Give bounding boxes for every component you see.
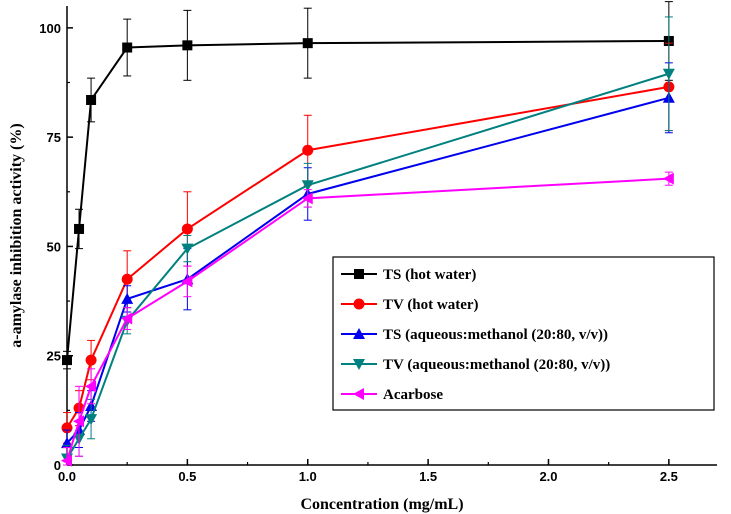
series-5 (61, 171, 674, 467)
y-tick-label: 50 (47, 239, 61, 254)
y-tick-label: 100 (39, 21, 61, 36)
legend-marker (353, 388, 364, 400)
data-point (122, 42, 133, 53)
legend-item: TS (aqueous:methanol (20:80, v/v)) (341, 327, 608, 343)
data-point (301, 192, 313, 205)
data-point (181, 223, 193, 235)
data-point (85, 380, 97, 393)
x-axis-title: Concentration (mg/mL) (300, 496, 463, 513)
legend-box (332, 256, 715, 411)
y-tick-label: 25 (47, 349, 61, 364)
data-point (85, 354, 97, 366)
x-tick-label: 2.0 (539, 469, 557, 484)
x-tick-label: 1.0 (299, 469, 317, 484)
data-point (85, 414, 98, 426)
x-tick-label: 0.5 (178, 469, 196, 484)
legend-label: Acarbose (383, 387, 443, 403)
y-tick-label: 0 (54, 458, 61, 473)
axes: 0.0 0.5 1.0 1.5 2.0 2.5 0 25 50 75 100 (39, 6, 717, 484)
data-point (121, 292, 134, 304)
data-point (61, 422, 73, 434)
data-point (181, 275, 193, 288)
data-point (121, 312, 133, 325)
y-axis-title: a-amylase inhibition activity (%) (8, 123, 25, 347)
legend-marker (353, 359, 365, 370)
data-point (302, 144, 314, 156)
y-tick-label: 75 (47, 130, 61, 145)
legend: TS (hot water) TV (hot water) TS (aqueous:… (332, 256, 715, 411)
data-point (121, 273, 133, 285)
data-point (302, 38, 313, 49)
x-tick-label: 2.5 (660, 469, 678, 484)
legend-marker (353, 298, 365, 310)
legend-item: TV (aqueous:methanol (20:80, v/v)) (341, 357, 610, 373)
legend-marker (353, 328, 365, 339)
legend-item: Acarbose (341, 387, 443, 403)
series-layer (61, 1, 675, 467)
data-point (182, 40, 193, 51)
legend-label: TV (aqueous:methanol (20:80, v/v)) (383, 357, 610, 373)
legend-label: TS (hot water) (383, 267, 476, 283)
data-point (73, 415, 85, 428)
legend-marker (354, 269, 364, 279)
x-tick-label: 0.0 (58, 469, 76, 484)
data-point (662, 68, 675, 80)
data-point (61, 454, 72, 467)
x-tick-label: 1.5 (419, 469, 437, 484)
data-point (86, 94, 97, 105)
legend-item: TS (hot water) (341, 267, 476, 283)
data-point (62, 355, 72, 366)
legend-label: TS (aqueous:methanol (20:80, v/v)) (383, 327, 608, 343)
legend-label: TV (hot water) (383, 297, 479, 313)
legend-item: TV (hot water) (341, 297, 479, 313)
data-point (662, 172, 674, 185)
data-point (74, 223, 85, 234)
data-point (301, 180, 314, 192)
data-point (181, 243, 194, 255)
series-1 (62, 1, 674, 370)
